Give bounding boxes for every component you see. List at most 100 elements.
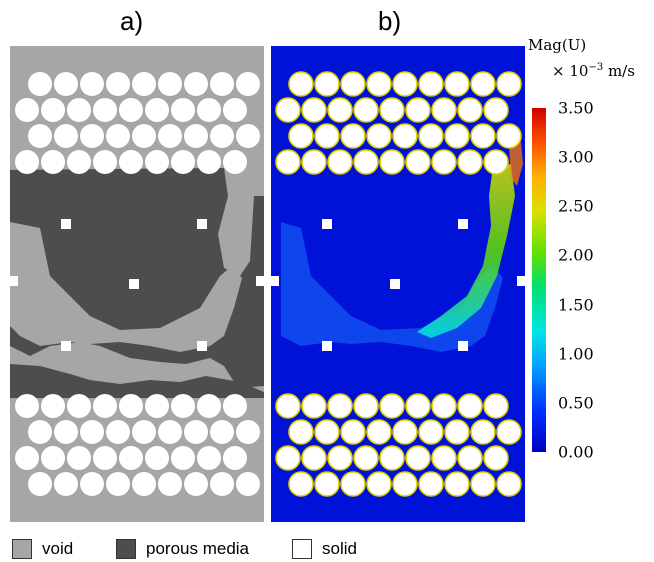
solid-grain [41, 150, 65, 174]
solid-grain [275, 445, 301, 471]
solid-grain [158, 420, 182, 444]
solid-grain [405, 97, 431, 123]
panel-b-label: b) [378, 6, 402, 36]
solid-grain [327, 445, 353, 471]
solid-grain [379, 149, 405, 175]
solid-grain [132, 420, 156, 444]
outlet-notch [517, 276, 525, 286]
solid-inclusion [197, 341, 207, 351]
solid-grain [67, 98, 91, 122]
legend-void-label: void [42, 539, 74, 558]
solid-inclusion [322, 341, 332, 351]
solid-grain [470, 71, 496, 97]
solid-grain [54, 420, 78, 444]
solid-grain [197, 150, 221, 174]
solid-grain [132, 472, 156, 496]
solid-grain [132, 124, 156, 148]
solid-grain [171, 150, 195, 174]
solid-grain [41, 394, 65, 418]
solid-grain [145, 446, 169, 470]
void-pathway [10, 222, 242, 352]
solid-grain [444, 123, 470, 149]
solid-grain [275, 149, 301, 175]
solid-grain [171, 446, 195, 470]
solid-grain [145, 98, 169, 122]
solid-grain [210, 72, 234, 96]
solid-grain [301, 97, 327, 123]
solid-grain [418, 71, 444, 97]
solid-grain [444, 71, 470, 97]
solid-grain [171, 98, 195, 122]
solid-grain [223, 394, 247, 418]
solid-grain [340, 419, 366, 445]
solid-grain [392, 419, 418, 445]
solid-grain [80, 420, 104, 444]
solid-grain [223, 150, 247, 174]
solid-grain [197, 98, 221, 122]
solid-grain [314, 471, 340, 497]
solid-grain [67, 394, 91, 418]
inlet-notch [271, 276, 279, 286]
solid-grain [340, 71, 366, 97]
solid-grain [418, 123, 444, 149]
colorbar-tick-label: 2.50 [558, 196, 594, 216]
solid-grain [15, 98, 39, 122]
solid-grain [353, 97, 379, 123]
solid-grain [405, 149, 431, 175]
solid-grain [496, 123, 522, 149]
solid-grain [366, 123, 392, 149]
panel-b-velocity-field [271, 46, 525, 522]
solid-grain [106, 472, 130, 496]
solid-grain [184, 124, 208, 148]
legend-solid-swatch [292, 539, 312, 559]
solid-grain [158, 72, 182, 96]
solid-grain [418, 471, 444, 497]
solid-inclusions [322, 219, 468, 351]
solid-grain [106, 124, 130, 148]
solid-grain [236, 472, 260, 496]
colorbar-tick-label: 1.50 [558, 295, 594, 315]
legend-porous: porous media [116, 538, 249, 560]
solid-grain [236, 72, 260, 96]
solid-grain [340, 123, 366, 149]
solid-grain [28, 420, 52, 444]
solid-inclusion [61, 341, 71, 351]
solid-grain [145, 394, 169, 418]
solid-grain [314, 123, 340, 149]
solid-grain [223, 98, 247, 122]
solid-grain [119, 446, 143, 470]
colorbar-tick-label: 1.00 [558, 344, 594, 364]
solid-grain [106, 420, 130, 444]
solid-inclusion [458, 341, 468, 351]
solid-grain [431, 445, 457, 471]
solid-grain [197, 446, 221, 470]
solid-grain [444, 419, 470, 445]
solid-grain [444, 471, 470, 497]
solid-grain [353, 393, 379, 419]
solid-grain [457, 393, 483, 419]
solid-grain [275, 393, 301, 419]
solid-grain [80, 72, 104, 96]
solid-grain [210, 472, 234, 496]
solid-grain [54, 472, 78, 496]
solid-grain [119, 394, 143, 418]
solid-grain [496, 71, 522, 97]
solid-grain [210, 124, 234, 148]
solid-grain [54, 72, 78, 96]
solid-grain [353, 445, 379, 471]
solid-grain [106, 72, 130, 96]
colorbar-gradient [532, 108, 546, 452]
solid-grain [366, 419, 392, 445]
solid-grain [41, 446, 65, 470]
solid-grain [431, 97, 457, 123]
solid-grain [496, 471, 522, 497]
solid-grain [184, 72, 208, 96]
solid-inclusion [197, 219, 207, 229]
solid-grain [184, 472, 208, 496]
solid-grain [353, 149, 379, 175]
solid-grain [470, 123, 496, 149]
legend-solid-label: solid [322, 539, 357, 558]
solid-grain [418, 419, 444, 445]
solid-grain [28, 472, 52, 496]
solid-grain [457, 445, 483, 471]
